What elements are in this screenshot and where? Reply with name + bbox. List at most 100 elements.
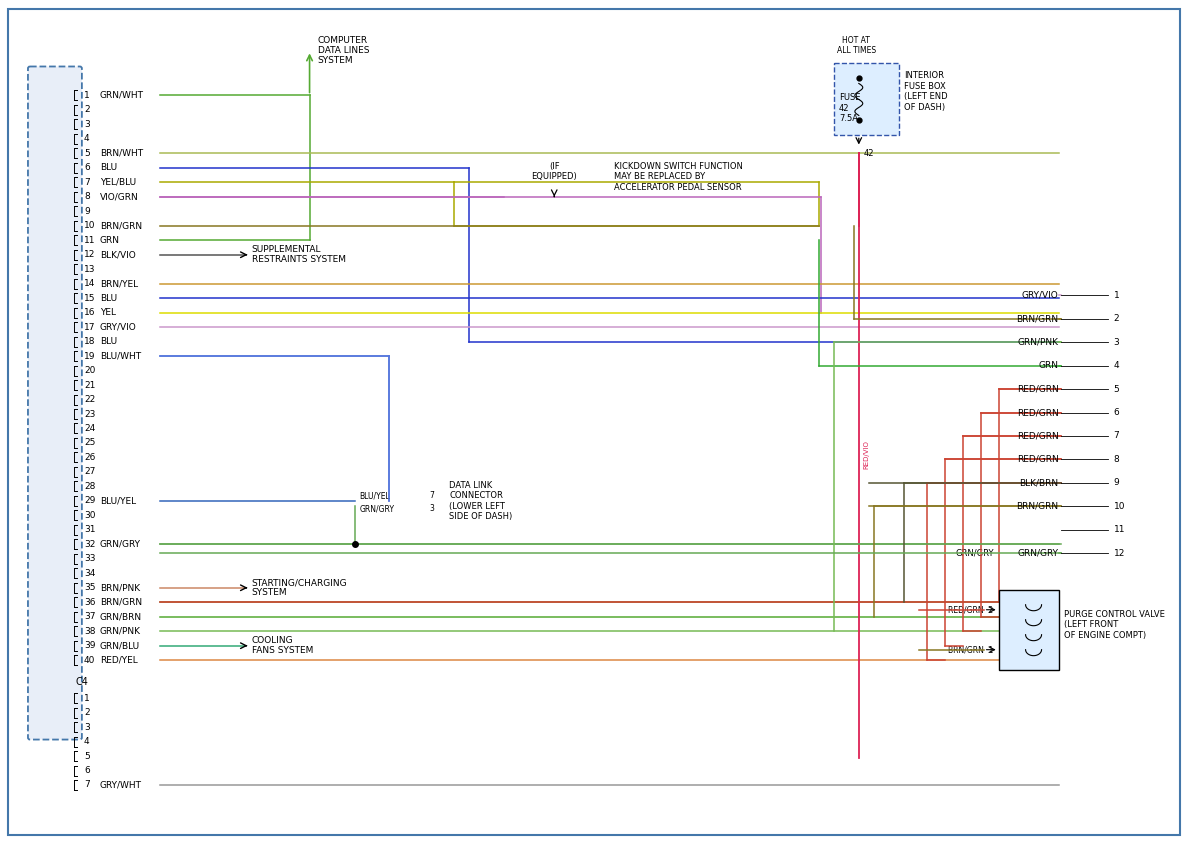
Text: RED/GRN  2: RED/GRN 2 xyxy=(948,605,994,614)
Text: COOLING
FANS SYSTEM: COOLING FANS SYSTEM xyxy=(251,636,313,656)
Text: 1: 1 xyxy=(1114,290,1120,300)
Text: RED/GRN: RED/GRN xyxy=(1016,455,1059,464)
Text: 27: 27 xyxy=(83,468,95,476)
Text: RED/GRN: RED/GRN xyxy=(1016,408,1059,417)
Text: GRN/GRY: GRN/GRY xyxy=(956,549,994,558)
Text: 5: 5 xyxy=(83,149,89,158)
Text: 23: 23 xyxy=(83,409,95,419)
Text: BLU: BLU xyxy=(100,294,117,303)
Text: 31: 31 xyxy=(83,525,95,534)
Text: GRN/GRY: GRN/GRY xyxy=(359,505,395,513)
Text: GRN/GRY: GRN/GRY xyxy=(1017,549,1059,558)
Text: RED/GRN: RED/GRN xyxy=(1016,385,1059,393)
Text: BRN/GRN: BRN/GRN xyxy=(1016,314,1059,323)
Text: PURGE CONTROL VALVE
(LEFT FRONT
OF ENGINE COMPT): PURGE CONTROL VALVE (LEFT FRONT OF ENGIN… xyxy=(1064,609,1164,640)
Text: 8: 8 xyxy=(1114,455,1120,464)
Text: 3: 3 xyxy=(1114,338,1120,347)
Text: 13: 13 xyxy=(83,265,95,273)
Text: 1: 1 xyxy=(83,91,89,100)
FancyBboxPatch shape xyxy=(834,63,898,135)
Text: BLU/YEL: BLU/YEL xyxy=(359,491,390,500)
Text: 10: 10 xyxy=(83,221,95,230)
Text: 6: 6 xyxy=(83,766,89,775)
FancyBboxPatch shape xyxy=(27,67,82,739)
Text: 5: 5 xyxy=(1114,385,1120,393)
Text: YEL/BLU: YEL/BLU xyxy=(100,178,136,187)
Text: 7: 7 xyxy=(430,491,434,500)
Text: GRN/GRY: GRN/GRY xyxy=(100,540,140,549)
Text: GRN: GRN xyxy=(1039,361,1059,370)
Text: 15: 15 xyxy=(83,294,95,303)
Text: 1: 1 xyxy=(83,694,89,702)
Text: 12: 12 xyxy=(1114,549,1125,558)
Text: 38: 38 xyxy=(83,627,95,636)
Text: RED/GRN: RED/GRN xyxy=(1016,431,1059,441)
Text: SUPPLEMENTAL
RESTRAINTS SYSTEM: SUPPLEMENTAL RESTRAINTS SYSTEM xyxy=(251,245,345,264)
Text: 42: 42 xyxy=(864,149,875,159)
Text: 12: 12 xyxy=(83,250,95,259)
Text: YEL: YEL xyxy=(100,308,115,317)
Text: 7: 7 xyxy=(83,178,89,187)
Text: GRN/BLU: GRN/BLU xyxy=(100,641,140,650)
Text: C4: C4 xyxy=(76,677,89,687)
Text: GRY/VIO: GRY/VIO xyxy=(1022,290,1059,300)
Text: 37: 37 xyxy=(83,612,95,621)
Text: BLU: BLU xyxy=(100,164,117,172)
Text: BLU: BLU xyxy=(100,337,117,346)
Text: 26: 26 xyxy=(83,453,95,462)
Text: 17: 17 xyxy=(83,322,95,332)
Text: 11: 11 xyxy=(1114,525,1125,534)
Text: 14: 14 xyxy=(83,279,95,288)
Text: 2: 2 xyxy=(1114,314,1119,323)
Text: BLU/WHT: BLU/WHT xyxy=(100,352,140,360)
Text: 34: 34 xyxy=(83,569,95,578)
Text: 22: 22 xyxy=(83,395,95,404)
Text: HOT AT
ALL TIMES: HOT AT ALL TIMES xyxy=(837,35,876,55)
Text: BLK/VIO: BLK/VIO xyxy=(100,250,136,259)
Text: BRN/GRN: BRN/GRN xyxy=(100,598,142,607)
Text: RED/YEL: RED/YEL xyxy=(100,656,138,665)
Bar xyxy=(998,590,1059,669)
Text: BLK/BRN: BLK/BRN xyxy=(1020,479,1059,488)
Text: BRN/GRN  1: BRN/GRN 1 xyxy=(948,645,994,654)
Text: COMPUTER
DATA LINES
SYSTEM: COMPUTER DATA LINES SYSTEM xyxy=(318,35,369,65)
Text: 39: 39 xyxy=(83,641,95,650)
Text: 7: 7 xyxy=(83,781,89,789)
Text: RED/VIO: RED/VIO xyxy=(864,441,870,469)
Text: GRY/VIO: GRY/VIO xyxy=(100,322,137,332)
Text: BRN/WHT: BRN/WHT xyxy=(100,149,143,158)
Text: 3: 3 xyxy=(83,722,89,732)
Text: 9: 9 xyxy=(1114,479,1120,488)
Text: GRN/PNK: GRN/PNK xyxy=(100,627,140,636)
Text: 20: 20 xyxy=(83,366,95,375)
Text: 33: 33 xyxy=(83,555,95,563)
Text: BRN/YEL: BRN/YEL xyxy=(100,279,138,288)
Text: 18: 18 xyxy=(83,337,95,346)
Text: 25: 25 xyxy=(83,439,95,447)
Text: DATA LINK
CONNECTOR
(LOWER LEFT
SIDE OF DASH): DATA LINK CONNECTOR (LOWER LEFT SIDE OF … xyxy=(450,481,513,521)
Text: BRN/PNK: BRN/PNK xyxy=(100,583,140,592)
Text: 2: 2 xyxy=(83,708,89,717)
Text: 6: 6 xyxy=(83,164,89,172)
Text: 3: 3 xyxy=(83,120,89,129)
Text: 16: 16 xyxy=(83,308,95,317)
Text: 4: 4 xyxy=(83,134,89,143)
Text: 40: 40 xyxy=(83,656,95,665)
Text: BLU/YEL: BLU/YEL xyxy=(100,496,136,506)
Text: 10: 10 xyxy=(1114,502,1125,511)
Text: GRN/WHT: GRN/WHT xyxy=(100,91,144,100)
Text: 4: 4 xyxy=(83,737,89,746)
Text: 4: 4 xyxy=(1114,361,1119,370)
Text: BRN/GRN: BRN/GRN xyxy=(100,221,142,230)
Text: (IF
EQUIPPED): (IF EQUIPPED) xyxy=(532,162,577,181)
Text: STARTING/CHARGING
SYSTEM: STARTING/CHARGING SYSTEM xyxy=(251,578,347,598)
Text: 5: 5 xyxy=(83,751,89,760)
Text: GRY/WHT: GRY/WHT xyxy=(100,781,142,789)
Text: 32: 32 xyxy=(83,540,95,549)
Text: 24: 24 xyxy=(83,424,95,433)
Text: 3: 3 xyxy=(430,505,434,513)
Text: 21: 21 xyxy=(83,381,95,390)
Text: 36: 36 xyxy=(83,598,95,607)
Text: 30: 30 xyxy=(83,511,95,520)
Text: INTERIOR
FUSE BOX
(LEFT END
OF DASH): INTERIOR FUSE BOX (LEFT END OF DASH) xyxy=(903,72,947,111)
